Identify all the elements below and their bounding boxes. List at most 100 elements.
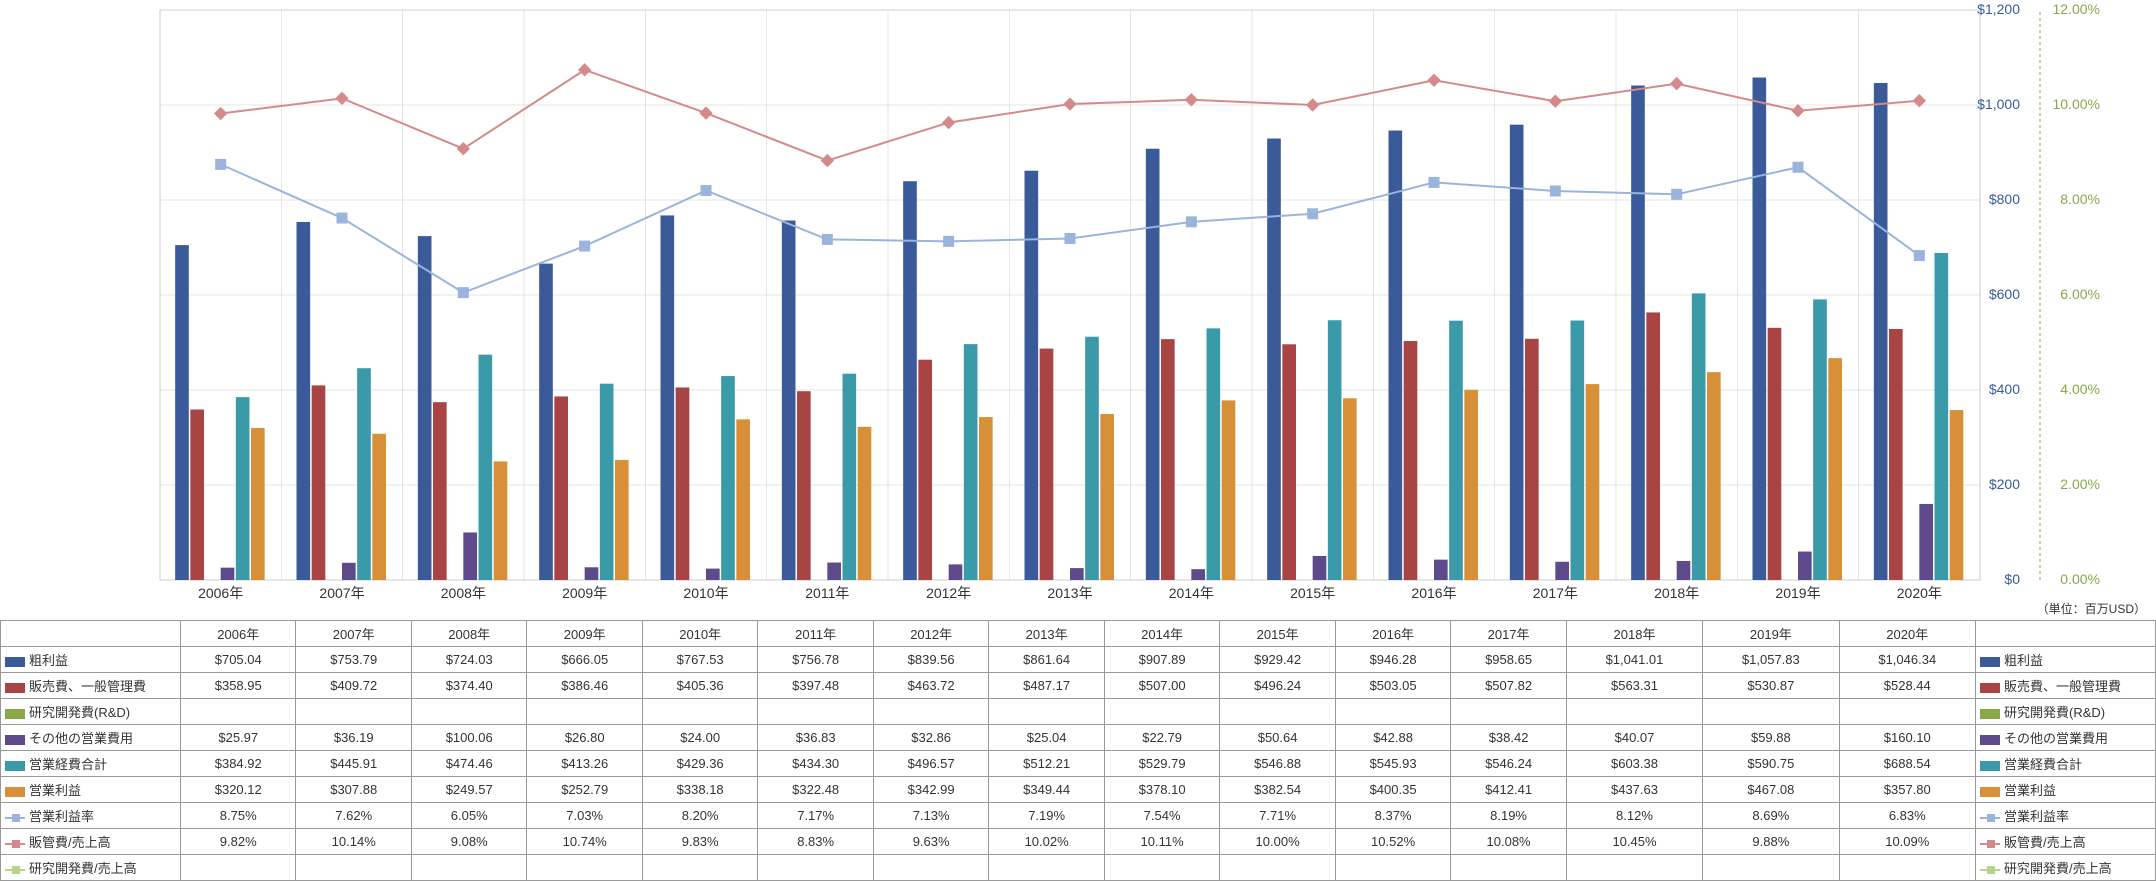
data-cell: $705.04 bbox=[181, 647, 296, 673]
data-cell: 10.14% bbox=[296, 829, 411, 855]
data-cell: 8.69% bbox=[1703, 803, 1839, 829]
year-header: 2017年 bbox=[1451, 621, 1566, 647]
data-cell: $409.72 bbox=[296, 673, 411, 699]
data-cell: $445.91 bbox=[296, 751, 411, 777]
data-cell: $378.10 bbox=[1104, 777, 1219, 803]
data-cell bbox=[1220, 855, 1335, 881]
data-cell: $358.95 bbox=[181, 673, 296, 699]
table-row: 営業利益率8.75%7.62%6.05%7.03%8.20%7.17%7.13%… bbox=[1, 803, 2156, 829]
data-cell: 8.19% bbox=[1451, 803, 1566, 829]
data-cell bbox=[411, 699, 526, 725]
data-cell: 10.11% bbox=[1104, 829, 1219, 855]
svg-text:2020年: 2020年 bbox=[1897, 585, 1942, 601]
svg-text:2.00%: 2.00% bbox=[2060, 476, 2100, 492]
year-header: 2013年 bbox=[989, 621, 1104, 647]
data-cell: $25.04 bbox=[989, 725, 1104, 751]
svg-text:$0: $0 bbox=[2004, 571, 2020, 587]
data-cell: $590.75 bbox=[1703, 751, 1839, 777]
data-cell bbox=[989, 699, 1104, 725]
data-cell bbox=[758, 699, 873, 725]
data-cell: $507.82 bbox=[1451, 673, 1566, 699]
data-cell: $507.00 bbox=[1104, 673, 1219, 699]
data-cell bbox=[1451, 855, 1566, 881]
svg-text:8.00%: 8.00% bbox=[2060, 191, 2100, 207]
table-row: 粗利益$705.04$753.79$724.03$666.05$767.53$7… bbox=[1, 647, 2156, 673]
year-header: 2015年 bbox=[1220, 621, 1335, 647]
data-cell: $374.40 bbox=[411, 673, 526, 699]
svg-text:2015年: 2015年 bbox=[1290, 585, 1335, 601]
data-cell bbox=[1703, 699, 1839, 725]
data-cell: $437.63 bbox=[1566, 777, 1702, 803]
svg-text:10.00%: 10.00% bbox=[2053, 96, 2100, 112]
data-cell: $503.05 bbox=[1335, 673, 1450, 699]
data-cell: $397.48 bbox=[758, 673, 873, 699]
svg-text:2012年: 2012年 bbox=[926, 585, 971, 601]
table-row: 営業経費合計$384.92$445.91$474.46$413.26$429.3… bbox=[1, 751, 2156, 777]
data-cell: $753.79 bbox=[296, 647, 411, 673]
data-cell bbox=[181, 699, 296, 725]
svg-text:$600: $600 bbox=[1989, 286, 2020, 302]
data-cell: 8.75% bbox=[181, 803, 296, 829]
data-cell bbox=[1104, 855, 1219, 881]
data-cell: $929.42 bbox=[1220, 647, 1335, 673]
data-cell: $26.80 bbox=[527, 725, 642, 751]
year-header: 2006年 bbox=[181, 621, 296, 647]
data-cell: $342.99 bbox=[873, 777, 988, 803]
svg-text:2008年: 2008年 bbox=[441, 585, 486, 601]
data-cell: 8.20% bbox=[642, 803, 757, 829]
data-cell bbox=[527, 855, 642, 881]
data-cell: 7.17% bbox=[758, 803, 873, 829]
data-cell: 10.02% bbox=[989, 829, 1104, 855]
data-cell: 9.82% bbox=[181, 829, 296, 855]
data-cell: 7.62% bbox=[296, 803, 411, 829]
data-cell bbox=[1451, 699, 1566, 725]
data-cell: $1,041.01 bbox=[1566, 647, 1702, 673]
data-cell: $36.19 bbox=[296, 725, 411, 751]
data-table: 2006年2007年2008年2009年2010年2011年2012年2013年… bbox=[0, 620, 2156, 881]
data-cell: $496.57 bbox=[873, 751, 988, 777]
svg-text:$1,000: $1,000 bbox=[1977, 96, 2020, 112]
data-cell bbox=[642, 699, 757, 725]
series-label: 営業利益 bbox=[1, 777, 181, 803]
series-label: 研究開発費/売上高 bbox=[1, 855, 181, 881]
year-header: 2016年 bbox=[1335, 621, 1450, 647]
legend-cell: 営業利益率 bbox=[1976, 803, 2156, 829]
series-label: 販管費/売上高 bbox=[1, 829, 181, 855]
table-row: 販売費、一般管理費$358.95$409.72$374.40$386.46$40… bbox=[1, 673, 2156, 699]
data-cell: $546.88 bbox=[1220, 751, 1335, 777]
data-cell: $545.93 bbox=[1335, 751, 1450, 777]
series-label: 販売費、一般管理費 bbox=[1, 673, 181, 699]
svg-text:6.00%: 6.00% bbox=[2060, 286, 2100, 302]
svg-text:2017年: 2017年 bbox=[1533, 585, 1578, 601]
data-cell bbox=[1839, 855, 1975, 881]
data-cell bbox=[758, 855, 873, 881]
data-cell bbox=[873, 699, 988, 725]
year-header: 2020年 bbox=[1839, 621, 1975, 647]
data-cell: $59.88 bbox=[1703, 725, 1839, 751]
data-cell: 8.83% bbox=[758, 829, 873, 855]
data-cell: 7.13% bbox=[873, 803, 988, 829]
data-cell bbox=[1839, 699, 1975, 725]
year-header: 2018年 bbox=[1566, 621, 1702, 647]
table-row: 営業利益$320.12$307.88$249.57$252.79$338.18$… bbox=[1, 777, 2156, 803]
data-cell: $400.35 bbox=[1335, 777, 1450, 803]
data-cell: $36.83 bbox=[758, 725, 873, 751]
data-cell: $252.79 bbox=[527, 777, 642, 803]
data-cell bbox=[1335, 699, 1450, 725]
data-cell bbox=[296, 855, 411, 881]
data-cell: 9.88% bbox=[1703, 829, 1839, 855]
data-cell: 10.00% bbox=[1220, 829, 1335, 855]
data-cell: $32.86 bbox=[873, 725, 988, 751]
data-cell: 8.37% bbox=[1335, 803, 1450, 829]
data-cell: $767.53 bbox=[642, 647, 757, 673]
svg-text:2006年: 2006年 bbox=[198, 585, 243, 601]
data-cell bbox=[989, 855, 1104, 881]
year-header: 2009年 bbox=[527, 621, 642, 647]
data-cell: $412.41 bbox=[1451, 777, 1566, 803]
data-cell bbox=[181, 855, 296, 881]
data-cell: 7.71% bbox=[1220, 803, 1335, 829]
data-cell: $40.07 bbox=[1566, 725, 1702, 751]
data-cell: 10.08% bbox=[1451, 829, 1566, 855]
legend-cell: 営業利益 bbox=[1976, 777, 2156, 803]
series-label: 営業利益率 bbox=[1, 803, 181, 829]
